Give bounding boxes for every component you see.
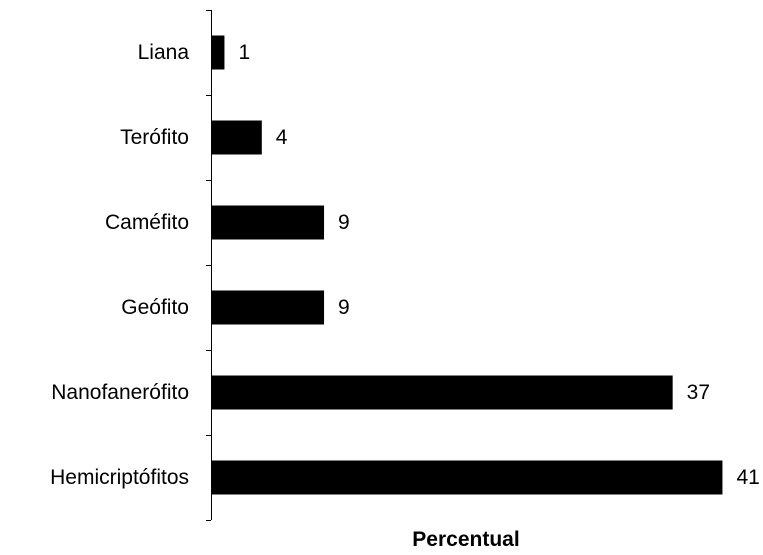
category-label: Caméfito xyxy=(105,211,189,234)
category-label: Nanofanerófito xyxy=(51,381,189,404)
value-label: 9 xyxy=(338,296,350,319)
bars-group xyxy=(212,35,723,495)
bar xyxy=(212,375,673,410)
value-label: 4 xyxy=(276,126,288,149)
bar xyxy=(212,460,723,495)
category-labels: Liana Terófito Caméfito Geófito Nanofanerófi… xyxy=(50,41,189,489)
category-label: Hemicriptófitos xyxy=(50,466,189,489)
category-label: Liana xyxy=(138,41,190,64)
category-label: Terófito xyxy=(120,126,189,149)
bar xyxy=(212,35,225,70)
value-labels: 1 4 9 9 37 41 xyxy=(238,41,759,489)
value-label: 9 xyxy=(338,211,350,234)
y-axis-ticks xyxy=(206,10,211,521)
value-label: 41 xyxy=(736,466,759,489)
bar xyxy=(212,290,325,325)
x-axis-label: Percentual xyxy=(412,528,519,551)
value-label: 37 xyxy=(687,381,710,404)
value-label: 1 xyxy=(238,41,250,64)
bar xyxy=(212,120,262,155)
category-label: Geófito xyxy=(121,296,189,319)
bar xyxy=(212,205,325,240)
